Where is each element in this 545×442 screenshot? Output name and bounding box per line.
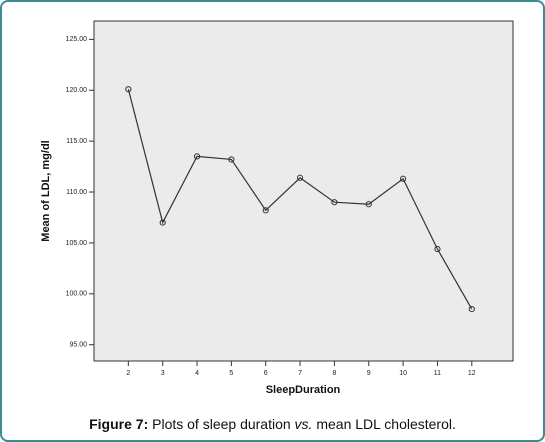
plot-area — [93, 20, 514, 362]
marker — [296, 174, 304, 181]
y-axis-label: Mean of LDL, mg/dl — [40, 140, 52, 241]
y-tick-label: 95.00 — [69, 342, 87, 349]
x-tick-label: 8 — [332, 370, 336, 377]
y-tick-label: 125.00 — [66, 36, 88, 43]
marker — [468, 305, 475, 313]
marker — [193, 153, 201, 160]
marker — [125, 86, 132, 93]
x-tick-label: 6 — [264, 370, 268, 377]
marker — [399, 175, 407, 182]
marker — [434, 245, 441, 253]
x-tick-label: 11 — [434, 370, 441, 377]
line — [127, 89, 473, 310]
marker — [228, 156, 235, 163]
y-tick-label: 100.00 — [66, 291, 88, 298]
x-tick-label: 7 — [298, 370, 302, 377]
x-tick-label: 12 — [468, 370, 476, 377]
caption-text: mean LDL cholesterol. — [316, 416, 456, 432]
marker — [365, 201, 372, 208]
chart: Mean of LDL, mg/dl SleepDuration 95.00 10… — [40, 20, 514, 396]
x-tick-label: 5 — [229, 370, 233, 377]
x-tick-label: 2 — [126, 370, 130, 377]
caption-label: Figure 7: — [89, 416, 149, 432]
y-tick-label: 120.00 — [66, 87, 88, 94]
y-tick-label: 115.00 — [66, 138, 87, 145]
marker — [159, 219, 166, 226]
caption: Figure 7: Plots of sleep duration vs. me… — [2, 416, 543, 432]
marker — [331, 199, 338, 206]
marker — [262, 207, 269, 214]
y-tick-label: 105.00 — [66, 240, 88, 247]
x-tick-label: 9 — [367, 370, 371, 377]
caption-emphasis: vs. — [294, 416, 313, 432]
x-axis-label: SleepDuration — [266, 384, 341, 396]
x-tick-label: 4 — [195, 370, 199, 377]
x-tick-label: 10 — [399, 370, 407, 377]
caption-text: Plots of sleep duration — [152, 416, 291, 432]
x-tick-label: 3 — [161, 370, 165, 377]
y-tick-label: 110.00 — [66, 189, 87, 196]
